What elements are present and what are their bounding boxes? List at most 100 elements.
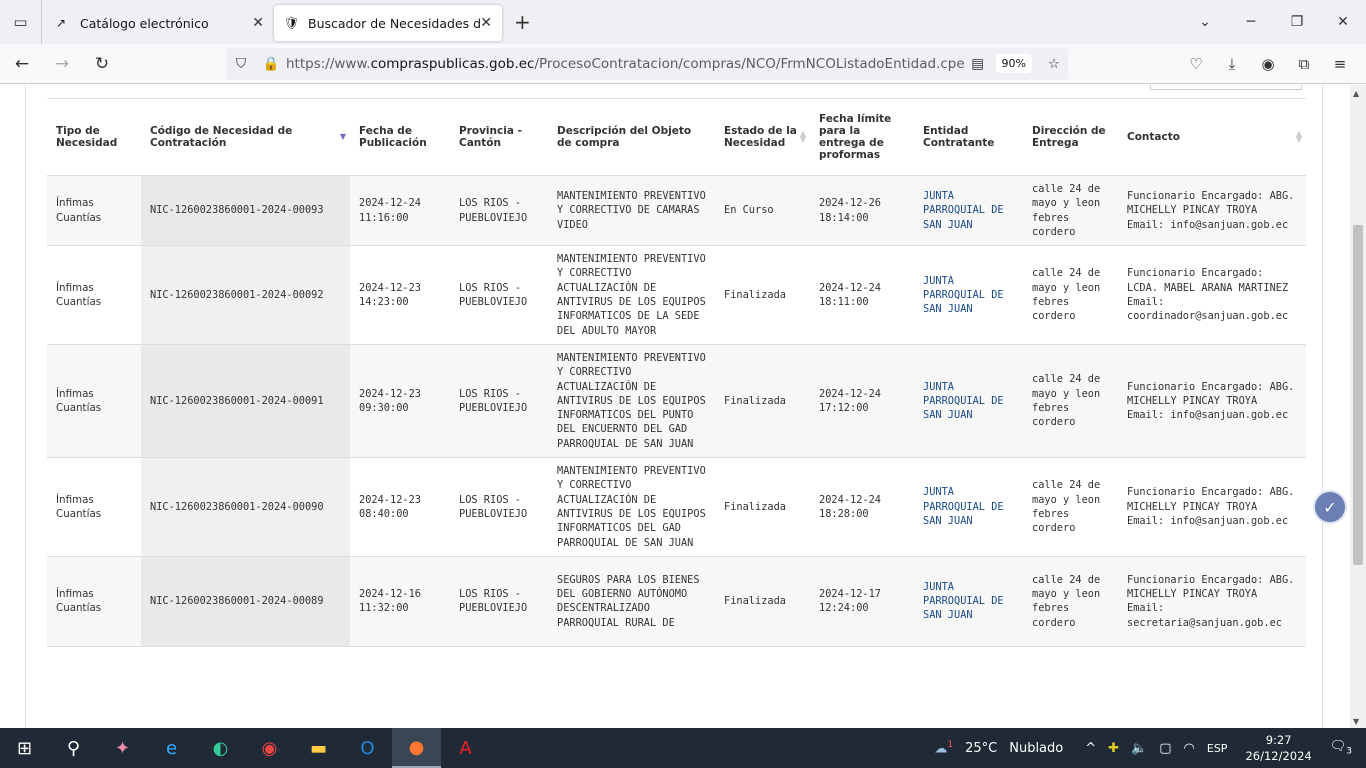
column-header[interactable]: Estado de la Necesidad ▲ ▼: [715, 98, 810, 176]
cell-descripcion: MANTENIMIENTO PREVENTIVO Y CORRECTIVO AC…: [548, 344, 715, 459]
new-tab-button[interactable]: +: [514, 10, 531, 34]
cell-codigo[interactable]: NIC-1260023860001-2024-00092: [141, 245, 350, 345]
cell-contacto: Funcionario Encargado: ABG. MICHELLY PIN…: [1118, 175, 1306, 247]
scroll-up-arrow[interactable]: ▲: [1353, 89, 1360, 98]
cell-codigo[interactable]: NIC-1260023860001-2024-00093: [141, 175, 350, 247]
cell-direccion: calle 24 de mayo y leon febres cordero: [1023, 175, 1118, 247]
cell-direccion: calle 24 de mayo y leon febres cordero: [1023, 457, 1118, 557]
cell-provincia: LOS RIOS - PUEBLOVIEJO: [450, 245, 548, 345]
catalog-icon: ↗: [56, 16, 67, 30]
cell-entidad[interactable]: JUNTA PARROQUIAL DE SAN JUAN: [914, 556, 1023, 647]
page-content: Tipo de Necesidad Código de Necesidad de …: [0, 85, 1350, 728]
close-tab-icon[interactable]: ✕: [252, 15, 264, 31]
bookmark-star-icon[interactable]: ☆: [1047, 56, 1060, 72]
lock-icon[interactable]: 🔒: [262, 56, 280, 72]
firefox-icon[interactable]: ●: [392, 728, 441, 768]
tab-buscador[interactable]: 🛡 Buscador de Necesidades de Contratació…: [274, 5, 502, 41]
language-indicator[interactable]: ESP: [1206, 741, 1228, 755]
cell-entidad[interactable]: JUNTA PARROQUIAL DE SAN JUAN: [914, 175, 1023, 247]
cell-tipo: Ínfimas Cuantías: [47, 175, 141, 247]
column-header[interactable]: Tipo de Necesidad: [47, 98, 141, 176]
cell-codigo[interactable]: NIC-1260023860001-2024-00089: [141, 556, 350, 647]
column-header-label: Provincia - Cantón: [459, 125, 522, 149]
pocket-icon[interactable]: ♡: [1189, 55, 1203, 73]
cell-tipo: Ínfimas Cuantías: [47, 556, 141, 647]
shield-icon[interactable]: ⛉: [235, 56, 247, 72]
close-tab-icon[interactable]: ✕: [480, 15, 492, 31]
cell-direccion: calle 24 de mayo y leon febres cordero: [1023, 245, 1118, 345]
scroll-down-arrow[interactable]: ▼: [1353, 717, 1360, 726]
cell-fecha: 2024-12-23 08:40:00: [350, 457, 450, 557]
account-icon[interactable]: ◉: [1261, 55, 1275, 73]
notifications-icon[interactable]: 🗨3: [1329, 739, 1352, 757]
url-bar[interactable]: ⛉ 🔒 https://www.compraspublicas.gob.ec/P…: [226, 48, 1068, 80]
file-explorer-icon[interactable]: ▬: [309, 737, 327, 759]
edge-icon[interactable]: ◐: [212, 737, 229, 759]
cell-limite: 2024-12-26 18:14:00: [810, 175, 914, 247]
column-header[interactable]: Provincia - Cantón: [450, 98, 548, 176]
cell-codigo[interactable]: NIC-1260023860001-2024-00091: [141, 344, 350, 459]
cell-entidad[interactable]: JUNTA PARROQUIAL DE SAN JUAN: [914, 344, 1023, 459]
search-icon[interactable]: ⚲: [66, 737, 81, 759]
forward-button[interactable]: →: [54, 53, 70, 74]
windows-start-icon[interactable]: ⊞: [16, 737, 33, 759]
zoom-level[interactable]: 90%: [995, 54, 1032, 73]
cell-fecha: 2024-12-24 11:16:00: [350, 175, 450, 247]
tab-list-icon[interactable]: ▭: [0, 0, 42, 44]
app-tray-icon[interactable]: ✚: [1108, 740, 1120, 756]
cell-estado: Finalizada: [715, 344, 810, 459]
camera-icon[interactable]: ▢: [1159, 740, 1172, 756]
copilot-icon[interactable]: ✦: [114, 737, 131, 759]
internet-explorer-icon[interactable]: e: [165, 737, 178, 759]
needs-table: Tipo de Necesidad Código de Necesidad de …: [47, 98, 1306, 647]
vertical-scrollbar[interactable]: ▲ ▼: [1350, 85, 1366, 728]
sort-desc-icon[interactable]: ▼: [339, 132, 346, 141]
tab-catalogo[interactable]: ↗ Catálogo electrónico ✕: [46, 5, 274, 41]
page-size-select[interactable]: [1150, 85, 1302, 90]
extensions-icon[interactable]: ⧉: [1298, 55, 1310, 73]
cell-entidad[interactable]: JUNTA PARROQUIAL DE SAN JUAN: [914, 245, 1023, 345]
column-header[interactable]: Dirección de Entrega: [1023, 98, 1118, 176]
download-icon[interactable]: ⤓: [1228, 55, 1236, 73]
clock[interactable]: 9:27 26/12/2024: [1245, 732, 1311, 764]
list-all-tabs-icon[interactable]: ⌄: [1199, 14, 1211, 30]
cell-entidad[interactable]: JUNTA PARROQUIAL DE SAN JUAN: [914, 457, 1023, 557]
column-header[interactable]: Entidad Contratante: [914, 98, 1023, 176]
column-header[interactable]: Código de Necesidad de Contratación ▼: [141, 98, 350, 176]
weather-text[interactable]: Nublado: [1009, 740, 1064, 756]
column-header[interactable]: Fecha límite para la entrega de proforma…: [810, 98, 914, 176]
cell-descripcion: MANTENIMIENTO PREVENTIVO Y CORRECTIVO AC…: [548, 457, 715, 557]
sort-icon[interactable]: ▲ ▼: [799, 129, 806, 144]
close-window-button[interactable]: ✕: [1337, 14, 1349, 30]
weather-temp[interactable]: 25°C: [965, 740, 998, 756]
cell-tipo: Ínfimas Cuantías: [47, 344, 141, 459]
accessibility-widget-icon[interactable]: ✓: [1313, 490, 1347, 524]
notification-count: 3: [1346, 746, 1352, 757]
cell-codigo[interactable]: NIC-1260023860001-2024-00090: [141, 457, 350, 557]
reload-button[interactable]: ↻: [94, 53, 110, 74]
column-header[interactable]: Fecha de Publicación: [350, 98, 450, 176]
wifi-icon[interactable]: ◠: [1183, 740, 1195, 756]
column-header[interactable]: Descripción del Objeto de compra: [548, 98, 715, 176]
column-header[interactable]: Contacto ▲ ▼: [1118, 98, 1306, 176]
scrollbar-thumb[interactable]: [1353, 225, 1363, 565]
volume-icon[interactable]: 🔈: [1131, 740, 1148, 756]
cell-provincia: LOS RIOS - PUEBLOVIEJO: [450, 556, 548, 647]
back-button[interactable]: ←: [14, 53, 30, 74]
reader-view-icon[interactable]: ▤: [971, 56, 984, 72]
cell-contacto: Funcionario Encargado: ABG. MICHELLY PIN…: [1118, 344, 1306, 459]
sort-icon[interactable]: ▲ ▼: [1295, 129, 1302, 144]
weather-cloud-icon[interactable]: ☁1: [934, 739, 954, 757]
chevron-up-icon[interactable]: ^: [1085, 740, 1097, 756]
outlook-icon[interactable]: O: [360, 737, 375, 759]
acrobat-icon[interactable]: A: [459, 737, 472, 759]
maximize-button[interactable]: ❐: [1290, 14, 1304, 30]
content-frame: [25, 85, 1323, 728]
minimize-button[interactable]: ─: [1246, 14, 1256, 30]
url-text[interactable]: https://www.compraspublicas.gob.ec/Proce…: [286, 56, 965, 72]
menu-icon[interactable]: ≡: [1333, 55, 1347, 73]
cell-direccion: calle 24 de mayo y leon febres cordero: [1023, 556, 1118, 647]
cell-descripcion: MANTENIMIENTO PREVENTIVO Y CORRECTIVO DE…: [548, 175, 715, 247]
table-row: Ínfimas Cuantías NIC-1260023860001-2024-0…: [47, 245, 1306, 345]
chrome-icon[interactable]: ◉: [261, 737, 278, 759]
